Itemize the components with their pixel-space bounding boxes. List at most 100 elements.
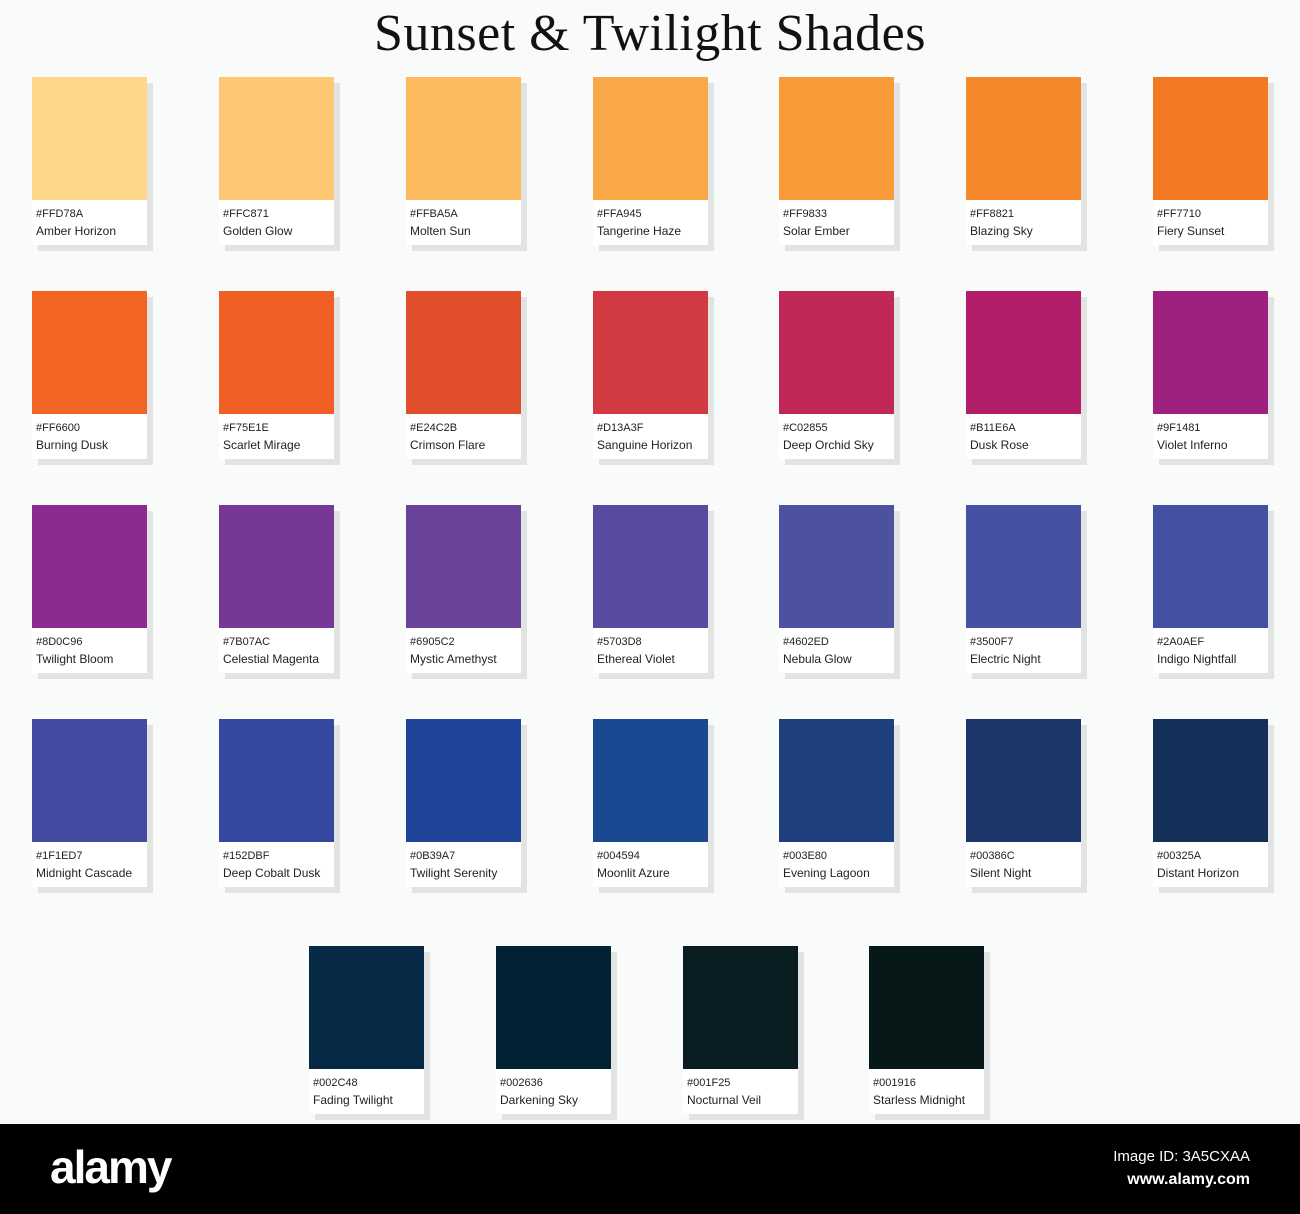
card-body: #002C48 Fading Twilight xyxy=(309,946,424,1114)
site-url[interactable]: www.alamy.com xyxy=(1127,1171,1250,1188)
color-name: Twilight Serenity xyxy=(410,866,498,880)
color-card: #004594 Moonlit Azure xyxy=(593,719,714,893)
color-swatch xyxy=(869,946,984,1069)
color-swatch xyxy=(219,719,334,842)
color-name: Silent Night xyxy=(970,866,1032,880)
card-body: #D13A3F Sanguine Horizon xyxy=(593,291,708,459)
color-card: #1F1ED7 Midnight Cascade xyxy=(32,719,153,893)
alamy-logo: alamy xyxy=(50,1141,172,1193)
card-body: #5703D8 Ethereal Violet xyxy=(593,505,708,673)
card-body: #FFD78A Amber Horizon xyxy=(32,77,147,245)
color-card: #FFC871 Golden Glow xyxy=(219,77,340,251)
card-body: #FF8821 Blazing Sky xyxy=(966,77,1081,245)
color-swatch xyxy=(32,505,147,628)
color-name: Scarlet Mirage xyxy=(223,438,301,452)
color-swatch xyxy=(406,77,521,200)
hex-code: #FFD78A xyxy=(36,208,84,220)
card-body: #004594 Moonlit Azure xyxy=(593,719,708,887)
color-card: #001F25 Nocturnal Veil xyxy=(683,946,804,1120)
hex-code: #FF8821 xyxy=(970,208,1015,220)
color-card: #FFA945 Tangerine Haze xyxy=(593,77,714,251)
color-swatch xyxy=(966,77,1081,200)
color-name: Golden Glow xyxy=(223,224,293,238)
color-swatch xyxy=(1153,77,1268,200)
hex-code: #E24C2B xyxy=(410,422,458,434)
color-card: #002636 Darkening Sky xyxy=(496,946,617,1120)
color-swatch xyxy=(593,291,708,414)
color-swatch xyxy=(32,77,147,200)
card-body: #4602ED Nebula Glow xyxy=(779,505,894,673)
hex-code: #00325A xyxy=(1157,850,1202,862)
hex-code: #FF7710 xyxy=(1157,208,1202,220)
hex-code: #001F25 xyxy=(687,1077,731,1089)
color-card: #B11E6A Dusk Rose xyxy=(966,291,1087,465)
color-card: #FFD78A Amber Horizon xyxy=(32,77,153,251)
color-swatch xyxy=(683,946,798,1069)
card-body: #001F25 Nocturnal Veil xyxy=(683,946,798,1114)
color-name: Violet Inferno xyxy=(1157,438,1228,452)
hex-code: #8D0C96 xyxy=(36,636,83,648)
card-body: #1F1ED7 Midnight Cascade xyxy=(32,719,147,887)
color-card: #FF6600 Burning Dusk xyxy=(32,291,153,465)
color-name: Moonlit Azure xyxy=(597,866,670,880)
hex-code: #002636 xyxy=(500,1077,543,1089)
color-swatch xyxy=(219,77,334,200)
color-swatch xyxy=(966,719,1081,842)
hex-code: #003E80 xyxy=(783,850,828,862)
color-name: Fiery Sunset xyxy=(1157,224,1225,238)
card-body: #C02855 Deep Orchid Sky xyxy=(779,291,894,459)
hex-code: #F75E1E xyxy=(223,422,269,434)
color-name: Blazing Sky xyxy=(970,224,1033,238)
color-card: #9F1481 Violet Inferno xyxy=(1153,291,1274,465)
color-name: Starless Midnight xyxy=(873,1093,966,1107)
hex-code: #7B07AC xyxy=(223,636,271,648)
color-name: Celestial Magenta xyxy=(223,652,320,666)
color-name: Deep Cobalt Dusk xyxy=(223,866,321,880)
color-card: #5703D8 Ethereal Violet xyxy=(593,505,714,679)
color-name: Burning Dusk xyxy=(36,438,109,452)
card-body: #6905C2 Mystic Amethyst xyxy=(406,505,521,673)
color-card: #6905C2 Mystic Amethyst xyxy=(406,505,527,679)
color-name: Molten Sun xyxy=(410,224,471,238)
color-swatch xyxy=(496,946,611,1069)
card-body: #B11E6A Dusk Rose xyxy=(966,291,1081,459)
hex-code: #FF6600 xyxy=(36,422,81,434)
color-swatch xyxy=(779,77,894,200)
color-card: #FFBA5A Molten Sun xyxy=(406,77,527,251)
color-swatch xyxy=(966,505,1081,628)
color-card: #D13A3F Sanguine Horizon xyxy=(593,291,714,465)
card-body: #FFA945 Tangerine Haze xyxy=(593,77,708,245)
color-swatch xyxy=(779,719,894,842)
color-swatch xyxy=(219,505,334,628)
color-name: Evening Lagoon xyxy=(783,866,870,880)
color-swatch xyxy=(1153,505,1268,628)
color-card: #152DBF Deep Cobalt Dusk xyxy=(219,719,340,893)
color-swatch xyxy=(406,719,521,842)
hex-code: #004594 xyxy=(597,850,640,862)
hex-code: #FFA945 xyxy=(597,208,642,220)
color-card: #4602ED Nebula Glow xyxy=(779,505,900,679)
color-name: Deep Orchid Sky xyxy=(783,438,874,452)
footer-bar: alamy Image ID: 3A5CXAA www.alamy.com xyxy=(0,1124,1300,1214)
color-card: #E24C2B Crimson Flare xyxy=(406,291,527,465)
color-name: Midnight Cascade xyxy=(36,866,133,880)
color-card: #00386C Silent Night xyxy=(966,719,1087,893)
color-name: Electric Night xyxy=(970,652,1041,666)
hex-code: #002C48 xyxy=(313,1077,358,1089)
color-name: Nebula Glow xyxy=(783,652,852,666)
card-body: #003E80 Evening Lagoon xyxy=(779,719,894,887)
color-swatch xyxy=(219,291,334,414)
card-body: #8D0C96 Twilight Bloom xyxy=(32,505,147,673)
color-name: Indigo Nightfall xyxy=(1157,652,1237,666)
color-name: Sanguine Horizon xyxy=(597,438,693,452)
card-body: #FF7710 Fiery Sunset xyxy=(1153,77,1268,245)
hex-code: #FFC871 xyxy=(223,208,269,220)
color-card: #002C48 Fading Twilight xyxy=(309,946,430,1120)
hex-code: #3500F7 xyxy=(970,636,1014,648)
color-card: #FF7710 Fiery Sunset xyxy=(1153,77,1274,251)
color-card: #7B07AC Celestial Magenta xyxy=(219,505,340,679)
color-swatch xyxy=(406,291,521,414)
image-id: Image ID: 3A5CXAA xyxy=(1113,1148,1250,1165)
color-name: Solar Ember xyxy=(783,224,850,238)
hex-code: #2A0AEF xyxy=(1157,636,1205,648)
